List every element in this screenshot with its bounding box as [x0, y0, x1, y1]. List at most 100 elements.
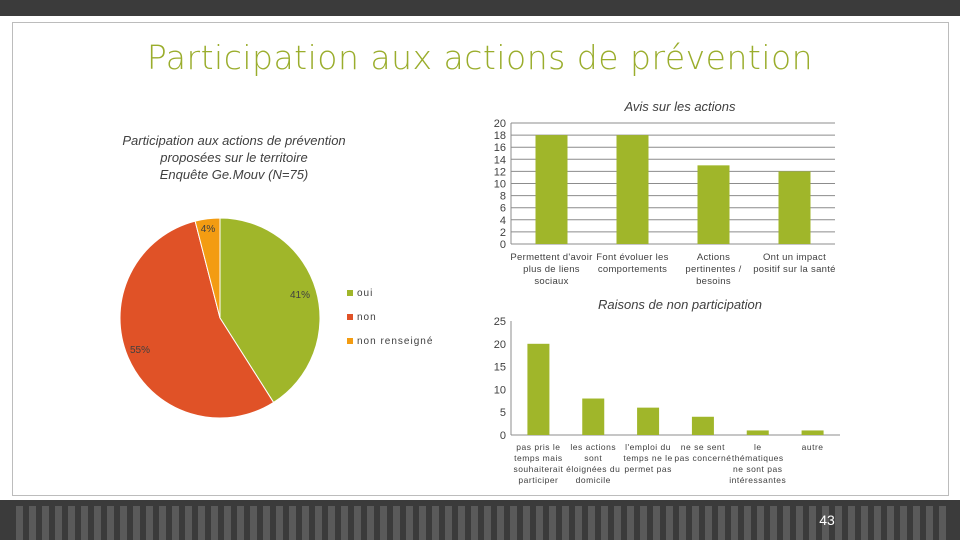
- x-category-label: temps mais: [514, 453, 562, 463]
- bar-stripe: [224, 506, 231, 540]
- x-category-label: souhaiterait: [513, 464, 563, 474]
- bar-stripe: [432, 506, 439, 540]
- bar-stripe: [861, 506, 868, 540]
- bar-stripe: [250, 506, 257, 540]
- bar-stripe: [614, 506, 621, 540]
- bar-stripe: [926, 506, 933, 540]
- x-category-label: temps ne le: [623, 453, 672, 463]
- bar-chart-title: Raisons de non participation: [598, 297, 762, 312]
- x-category-label: sociaux: [534, 276, 568, 287]
- bar-2: [582, 398, 605, 435]
- x-category-label: ne se sent: [681, 442, 725, 452]
- x-category-label: besoins: [696, 276, 731, 287]
- bar-stripe: [783, 506, 790, 540]
- bar-6: [801, 430, 824, 435]
- y-tick-label: 8: [500, 191, 506, 203]
- x-category-label: ne sont pas: [733, 464, 782, 474]
- bar-stripe: [68, 506, 75, 540]
- y-tick-label: 10: [494, 384, 506, 396]
- top-bar: [0, 0, 960, 16]
- x-category-label: permet pas: [624, 464, 672, 474]
- slide-frame: [12, 22, 949, 496]
- bar-2: [616, 135, 649, 244]
- bar-stripe: [679, 506, 686, 540]
- bar-stripe: [289, 506, 296, 540]
- bar-stripe: [159, 506, 166, 540]
- bar-stripe: [120, 506, 127, 540]
- legend-swatch: [347, 338, 353, 344]
- y-tick-label: 12: [494, 166, 506, 178]
- bar-stripe: [601, 506, 608, 540]
- x-category-label: participer: [518, 475, 558, 485]
- bar-stripe: [510, 506, 517, 540]
- bar-stripe: [133, 506, 140, 540]
- bar-3: [637, 407, 660, 435]
- bar-stripe: [835, 506, 842, 540]
- bar-stripe: [380, 506, 387, 540]
- bar-stripe: [848, 506, 855, 540]
- y-tick-label: 25: [494, 316, 506, 328]
- bar-stripe: [81, 506, 88, 540]
- bar-stripe: [718, 506, 725, 540]
- bar-stripe: [939, 506, 946, 540]
- bottom-bar: [0, 500, 960, 540]
- y-tick-label: 6: [500, 203, 506, 215]
- bar-stripe: [185, 506, 192, 540]
- bar-stripe: [55, 506, 62, 540]
- x-category-label: éloignées du: [566, 464, 620, 474]
- bar-stripe: [458, 506, 465, 540]
- bar-stripe: [16, 506, 23, 540]
- bar-stripe: [107, 506, 114, 540]
- bar-stripe: [406, 506, 413, 540]
- legend-label: non renseigné: [357, 336, 433, 347]
- bar-stripe: [640, 506, 647, 540]
- x-category-label: autre: [802, 442, 824, 452]
- bar-stripe: [523, 506, 530, 540]
- y-tick-label: 4: [500, 215, 506, 227]
- bar-stripe: [822, 506, 829, 540]
- bar-stripe: [627, 506, 634, 540]
- legend-swatch: [347, 314, 353, 320]
- bar-chart-title: Avis sur les actions: [623, 99, 736, 114]
- bar-stripe: [419, 506, 426, 540]
- bar-stripe: [757, 506, 764, 540]
- y-tick-label: 0: [500, 430, 506, 442]
- bar-stripe: [536, 506, 543, 540]
- y-tick-label: 2: [500, 227, 506, 239]
- x-category-label: intéressantes: [729, 475, 786, 485]
- x-category-label: l'emploi du: [625, 442, 671, 452]
- bar-stripe: [172, 506, 179, 540]
- legend-label: oui: [357, 288, 373, 299]
- x-category-label: le: [754, 442, 762, 452]
- bar-stripe: [263, 506, 270, 540]
- x-category-label: Font évoluer les: [596, 252, 668, 263]
- pie-data-label: 55%: [130, 345, 150, 356]
- y-tick-label: 0: [500, 239, 506, 251]
- pie-slice-3: [194, 217, 221, 319]
- bar-stripe: [692, 506, 699, 540]
- x-category-label: pas concerné: [674, 453, 731, 463]
- bar-stripe: [913, 506, 920, 540]
- slide-title: Participation aux actions de prévention: [146, 38, 814, 77]
- bar-1: [535, 135, 568, 244]
- pie-title-line: proposées sur le territoire: [159, 150, 307, 165]
- bar-stripe: [744, 506, 751, 540]
- x-category-label: thématiques: [732, 453, 784, 463]
- legend-label: non: [357, 312, 377, 323]
- x-category-label: pertinentes /: [685, 264, 741, 275]
- pie-data-label: 4%: [201, 224, 216, 235]
- x-category-label: sont: [584, 453, 602, 463]
- y-tick-label: 14: [494, 154, 506, 166]
- bar-stripe: [198, 506, 205, 540]
- bar-stripe: [393, 506, 400, 540]
- bar-stripe: [471, 506, 478, 540]
- bar-5: [746, 430, 769, 435]
- x-category-label: pas pris le: [516, 442, 560, 452]
- y-tick-label: 10: [494, 179, 506, 191]
- page-number: 43: [819, 512, 835, 528]
- x-category-label: Actions: [697, 252, 730, 263]
- bar-4: [778, 171, 811, 244]
- bar-stripe: [42, 506, 49, 540]
- bar-stripe: [367, 506, 374, 540]
